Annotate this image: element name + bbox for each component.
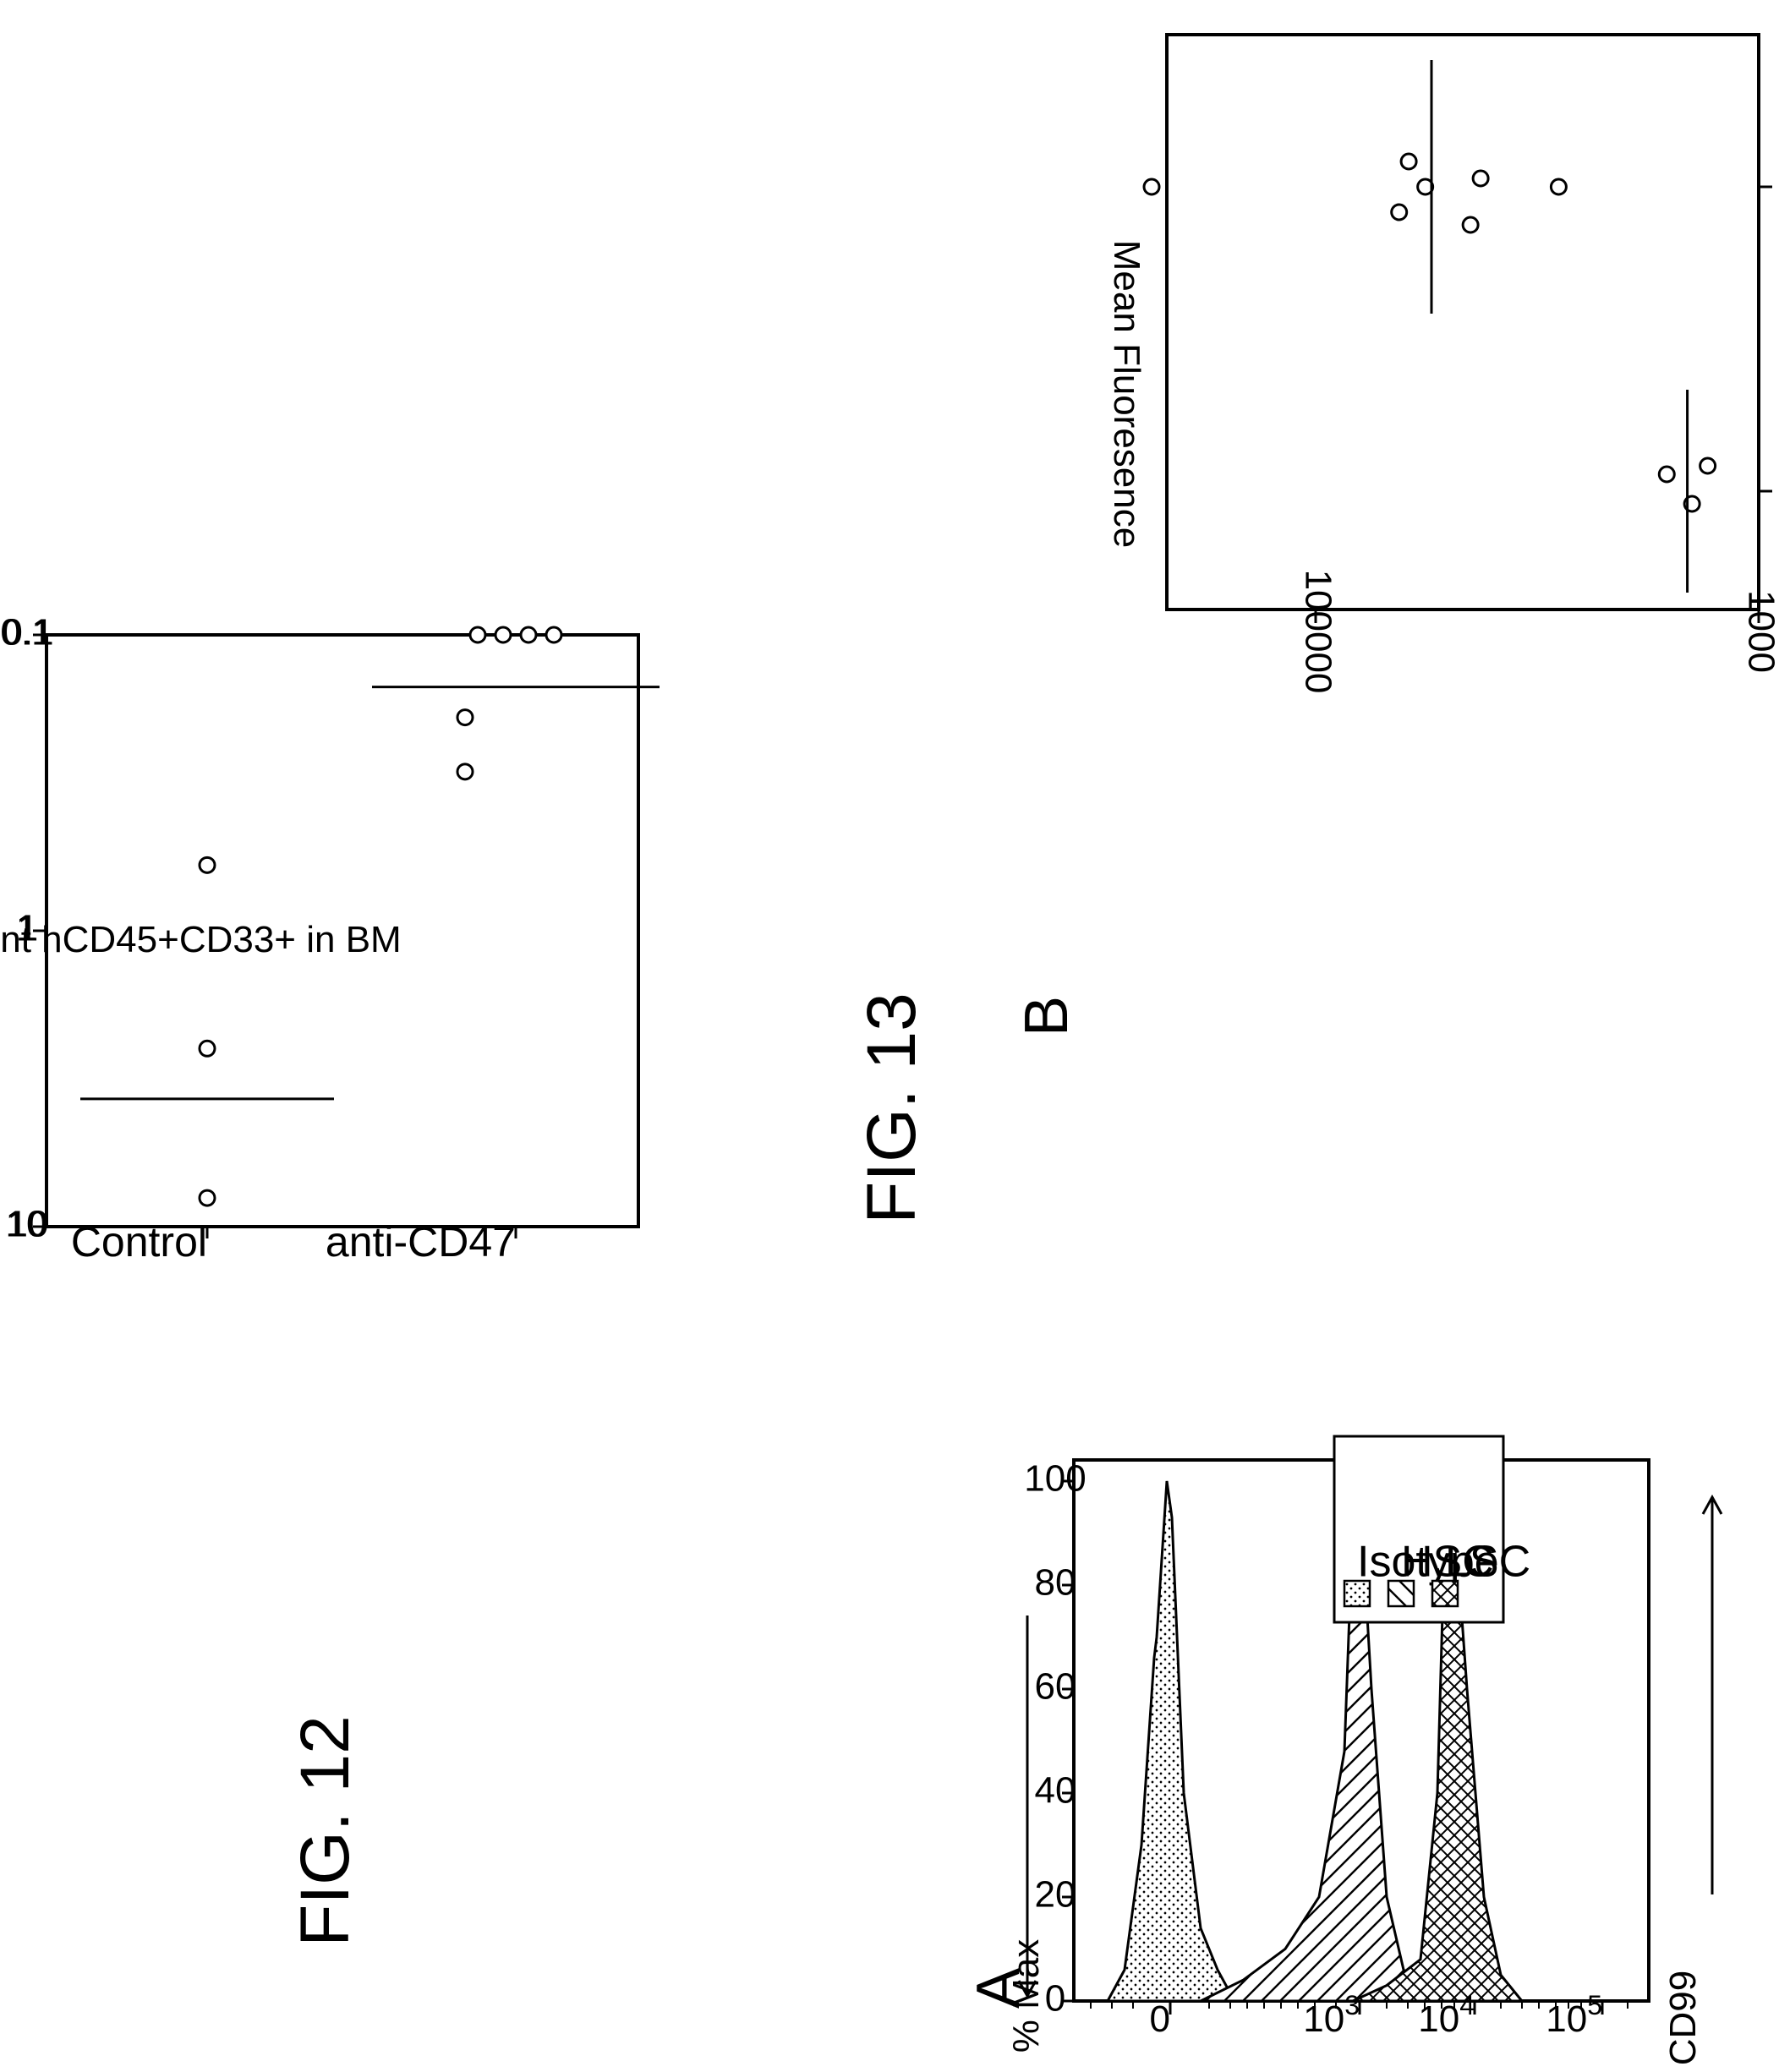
fig13a-axes: 0 20 40 60 80 100 0 103 104 105 bbox=[1024, 1458, 1628, 2040]
fig12-data-point bbox=[198, 1189, 216, 1207]
fig13a-y-axis-label: % Max bbox=[1005, 1939, 1047, 2053]
fig13b-data-point bbox=[1142, 178, 1161, 196]
fig13a-legend-swatch-isotype bbox=[1343, 1579, 1371, 1608]
fig13a-x-axis-label: CD99 bbox=[1662, 1971, 1704, 2066]
fig12-y-tick-label: 1 bbox=[16, 908, 36, 949]
fig12-y-axis-label: Percent hCD45+CD33+ in BM bbox=[0, 919, 402, 960]
fig13b-data-point bbox=[1657, 465, 1676, 484]
fig12-data-point bbox=[519, 626, 538, 644]
fig12-category-label: anti-CD47 bbox=[326, 1218, 516, 1266]
fig12-category-label: Control bbox=[71, 1218, 207, 1266]
fig13a-y-tick-label: 60 bbox=[1035, 1666, 1076, 1708]
fig12-data-point bbox=[198, 856, 216, 874]
fig12-data-point bbox=[456, 708, 474, 727]
fig13a-y-tick-label: 0 bbox=[1045, 1978, 1065, 2020]
fig13a-legend-label-isotype: Isotype bbox=[1357, 1538, 1499, 1587]
fig12-points bbox=[80, 626, 660, 1207]
fig13b-data-point bbox=[1416, 178, 1435, 196]
fig13b-data-point bbox=[1461, 216, 1480, 234]
fig12-title: FIG. 12 bbox=[287, 1715, 364, 1946]
fig13b-data-point bbox=[1699, 456, 1717, 475]
fig13b-y-tick-label: 100000 bbox=[1297, 570, 1338, 694]
fig12-data-point bbox=[545, 626, 563, 644]
fig12-data-point bbox=[468, 626, 487, 644]
fig13b-y-tick-label: 1000 bbox=[1740, 590, 1779, 673]
fig13-title: FIG. 13 bbox=[853, 992, 930, 1223]
fig12-y-tick-label: 1 bbox=[18, 908, 38, 949]
fig13b-y-axis-label: Mean Fluoresence bbox=[1106, 240, 1147, 548]
fig13a-x-tick-label: 103 bbox=[1303, 1990, 1360, 2039]
fig12-data-point bbox=[198, 1039, 216, 1058]
fig13a-y-tick-label: 100 bbox=[1024, 1458, 1086, 1500]
fig13a-legend-label-hsc: HSC bbox=[1401, 1538, 1494, 1587]
fig13a-legend-swatch-hsc bbox=[1387, 1579, 1415, 1608]
fig13a-legend-swatch-lsc bbox=[1431, 1579, 1459, 1608]
fig13a-x-tick-label: 104 bbox=[1418, 1990, 1475, 2039]
fig13a-x-tick-label: 0 bbox=[1150, 1998, 1170, 2040]
fig13b-chart: B 1000 100000 CB HSCAML LSC Mean Fluorese… bbox=[1013, 33, 1779, 1036]
fig12-y-tick-label: 10 bbox=[8, 1204, 49, 1245]
fig13b-data-point bbox=[1390, 203, 1409, 221]
fig13a-legend-label-lsc: LSC bbox=[1445, 1538, 1530, 1587]
fig13b-data-point bbox=[1399, 152, 1418, 171]
fig13a-y-tick-label: 40 bbox=[1035, 1770, 1076, 1812]
fig13a-x-tick-label: 105 bbox=[1546, 1990, 1602, 2039]
fig13a-panel-label: A bbox=[965, 1968, 1032, 2009]
fig13b-y-axis: 1000 100000 bbox=[1297, 570, 1779, 694]
fig12-data-point bbox=[494, 626, 512, 644]
fig13a-y-tick-label: 80 bbox=[1035, 1562, 1076, 1604]
fig12-y-tick-label: 0.1 bbox=[0, 612, 52, 653]
fig13b-panel-label: B bbox=[1013, 996, 1081, 1036]
fig13b-plot-frame bbox=[1165, 33, 1760, 611]
fig12-data-point bbox=[456, 763, 474, 781]
fig13a-chart: A 0 20 40 60 80 100 0 103 104 105 % Max CD99 Isot… bbox=[965, 1435, 1723, 2066]
fig12-y-tick-label: 0.1 bbox=[2, 612, 53, 653]
fig13b-data-point bbox=[1549, 178, 1568, 196]
fig13b-x-axis: CB HSCAML LSC bbox=[1759, 97, 1779, 571]
fig13a-y-tick-label: 20 bbox=[1035, 1874, 1076, 1916]
fig13a-legend-frame bbox=[1333, 1435, 1505, 1624]
fig13b-data-point bbox=[1471, 169, 1490, 188]
fig13a-histogram-isotype bbox=[1105, 1480, 1237, 2003]
y-axis-arrow-icon bbox=[1017, 1616, 1037, 1999]
fig12-x-axis: Control anti-CD47 bbox=[71, 1218, 517, 1266]
x-axis-arrow-icon bbox=[1701, 1494, 1723, 1894]
fig12-y-tick-label: 10 bbox=[6, 1204, 47, 1245]
fig13b-points bbox=[1142, 60, 1717, 593]
